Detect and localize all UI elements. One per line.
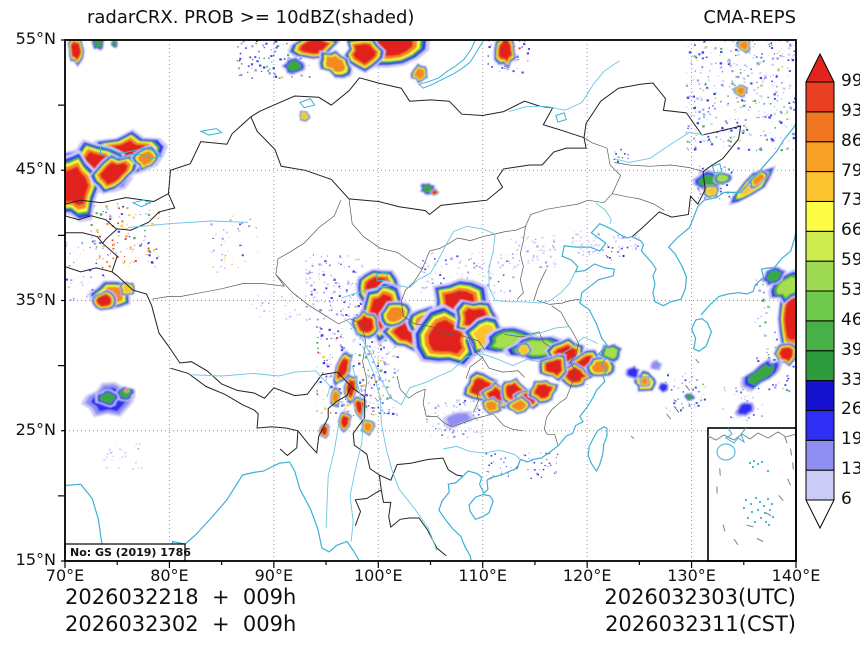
colorbar-tick-label: 26 [841, 399, 860, 420]
axis-ticks [58, 39, 797, 568]
colorbar-tick-label: 86 [841, 130, 860, 151]
colorbar-tick-label: 59 [841, 250, 860, 271]
colorbar-tick-label: 99 [841, 71, 860, 91]
colorbar-over-arrow [805, 52, 835, 83]
colorbar-tick-label: 13 [841, 459, 860, 480]
map-license-label: No: GS (2019) 1786 [70, 546, 191, 559]
gridlines [65, 40, 796, 561]
model-name: CMA-REPS [703, 7, 796, 28]
x-tick-label: 110°E [458, 566, 508, 585]
y-tick-label: 15°N [15, 550, 56, 569]
x-tick-label: 100°E [353, 566, 403, 585]
chart-title: radarCRX. PROB >= 10dBZ(shaded) [87, 7, 415, 28]
colorbar-under-arrow [805, 499, 835, 530]
valid-time-cst: 2026032311(CST) [605, 612, 796, 636]
colorbar [805, 52, 835, 530]
x-tick-label: 80°E [150, 566, 189, 585]
colorbar-tick-label: 66 [841, 220, 860, 241]
colorbar-tick-label: 39 [841, 339, 860, 360]
x-tick-label: 90°E [254, 566, 294, 585]
colorbar-tick-label: 46 [841, 309, 860, 330]
basemap-layer [65, 40, 796, 561]
colorbar-tick-label: 33 [841, 369, 860, 390]
colorbar-tick-label: 79 [841, 160, 860, 181]
colorbar-tick-label: 73 [841, 190, 860, 211]
valid-time-utc: 2026032303(UTC) [604, 585, 796, 609]
colorbar-tick-label: 53 [841, 280, 860, 300]
init-time-cst: 2026032302 + 009h [65, 612, 297, 636]
x-tick-label: 130°E [667, 566, 716, 585]
colorbar-tick-label: 93 [841, 100, 860, 121]
x-tick-label: 70°E [45, 566, 85, 585]
colorbar-tick-label: 19 [841, 429, 860, 450]
x-tick-label: 120°E [562, 566, 612, 585]
y-tick-label: 25°N [15, 419, 56, 439]
south-china-sea-inset [707, 427, 797, 562]
echo-layer [65, 40, 796, 480]
init-time-utc: 2026032218 + 009h [65, 585, 297, 609]
colorbar-tick-label: 6 [841, 489, 852, 509]
y-tick-label: 55°N [15, 29, 56, 48]
plot-border [64, 39, 797, 562]
y-tick-label: 45°N [15, 159, 56, 179]
y-tick-label: 35°N [15, 289, 56, 309]
x-tick-label: 140°E [771, 566, 821, 585]
